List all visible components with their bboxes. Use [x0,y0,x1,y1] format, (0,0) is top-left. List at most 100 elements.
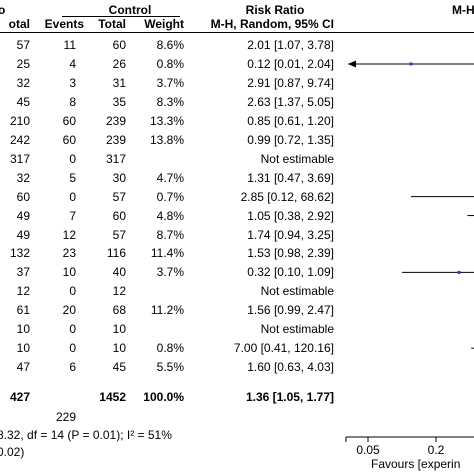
row-events: 23 [62,246,76,261]
row-ci: 1.56 [0.99, 2.47] [247,303,334,318]
row-ci: Not estimable [260,151,334,166]
row-events: 6 [69,360,76,375]
row-events: 3 [69,75,76,90]
row-ci: 1.53 [0.98, 2.39] [247,246,334,261]
row-exp-total: 10 [16,322,30,337]
row-ci: 7.00 [0.41, 120.16] [233,341,334,356]
row-exp-total: 132 [9,246,30,261]
header-control-group: Control [108,3,152,17]
row-exp-total: 60 [16,189,30,204]
row-weight: 0.8% [156,341,184,356]
row-ci: 0.85 [0.61, 1.20] [247,113,334,128]
row-total: 57 [112,227,126,242]
row-events: 0 [69,284,76,299]
row-events: 0 [69,189,76,204]
row-weight: 13.3% [149,113,184,128]
row-total: 10 [112,341,126,356]
row-events: 60 [62,132,76,147]
row-exp-total: 25 [16,56,30,71]
total-events-control: 229 [55,410,76,424]
row-total: 57 [112,189,126,204]
row-total: 10 [112,322,126,337]
row-total: 26 [112,56,126,71]
row-ci: 1.05 [0.38, 2.92] [247,208,334,223]
row-total: 239 [105,113,126,128]
row-total: 12 [112,284,126,299]
row-ci: Not estimable [260,284,334,299]
row-exp-total: 57 [16,38,30,52]
row-events: 60 [62,113,76,128]
row-events: 0 [69,151,76,166]
row-weight: 3.7% [156,75,184,90]
total-exp-total: 427 [9,390,30,404]
row-events: 0 [69,341,76,356]
row-exp-total: 61 [16,303,30,318]
row-events: 8 [69,94,76,109]
row-total: 35 [112,94,126,109]
favours-left-label: Favours [experin [371,457,461,471]
control-group-underline [62,16,180,17]
row-ci: 2.01 [1.07, 3.78] [247,38,334,52]
row-events: 10 [62,265,76,280]
row-total: 30 [112,170,126,185]
row-events: 0 [69,322,76,337]
header-exp-total: otal [8,17,30,31]
row-ci: 0.32 [0.10, 1.09] [247,265,334,280]
row-ci: 1.60 [0.63, 4.03] [247,360,334,375]
header-top-left: o [0,3,6,17]
row-events: 11 [63,38,76,52]
row-exp-total: 210 [9,113,30,128]
row-weight: 4.7% [156,170,184,185]
heterogeneity-text: 8.32, df = 14 (P = 0.01); I² = 51% [0,428,172,442]
ci-arrow-left [348,60,356,68]
x-tick-label: 0.05 [356,443,380,457]
row-total: 68 [112,303,126,318]
row-ci: 1.31 [0.47, 3.69] [247,170,334,185]
header-weight: Weight [144,17,184,31]
row-weight: 5.5% [156,360,184,375]
row-total: 116 [106,246,126,261]
row-weight: 8.6% [156,38,184,52]
row-exp-total: 47 [16,360,30,375]
row-total: 317 [105,151,126,166]
row-exp-total: 242 [9,132,30,147]
row-weight: 3.7% [156,265,184,280]
row-events: 20 [62,303,76,318]
row-ci: 2.85 [0.12, 68.62] [240,189,334,204]
row-events: 4 [69,56,76,71]
row-ci: 2.63 [1.37, 5.05] [247,94,334,109]
row-events: 5 [69,170,76,185]
row-total: 60 [112,38,126,52]
point-estimate [457,270,461,274]
row-weight: 13.8% [149,132,184,147]
row-weight: 0.8% [156,56,184,71]
row-events: 12 [62,227,76,242]
row-ci: Not estimable [260,322,334,337]
row-exp-total: 12 [16,284,30,299]
row-weight: 11.2% [150,303,184,318]
header-total: Total [98,17,126,31]
row-exp-total: 32 [16,75,30,90]
row-exp-total: 49 [16,208,30,223]
total-weight: 100.0% [143,390,184,404]
row-ci: 0.99 [0.72, 1.35] [247,132,334,147]
row-exp-total: 37 [16,265,30,280]
row-weight: 11.4% [150,246,184,261]
x-tick-label: 0.2 [428,443,445,457]
header-events: Events [44,17,84,31]
header-risk-ratio: Risk Ratio [245,3,305,17]
row-weight: 8.3% [156,94,184,109]
total-total: 1452 [99,390,126,404]
overall-effect-text: 0.02) [0,445,25,459]
row-total: 31 [112,75,126,90]
row-weight: 8.7% [156,227,184,242]
row-exp-total: 45 [16,94,30,109]
row-ci: 1.74 [0.94, 3.25] [247,227,334,242]
row-events: 7 [69,208,76,223]
header-ci: M-H, Random, 95% CI [210,17,334,31]
row-exp-total: 10 [16,341,30,356]
header-plot-method: M-H [452,3,474,17]
row-exp-total: 317 [9,151,30,166]
row-weight: 4.8% [156,208,184,223]
